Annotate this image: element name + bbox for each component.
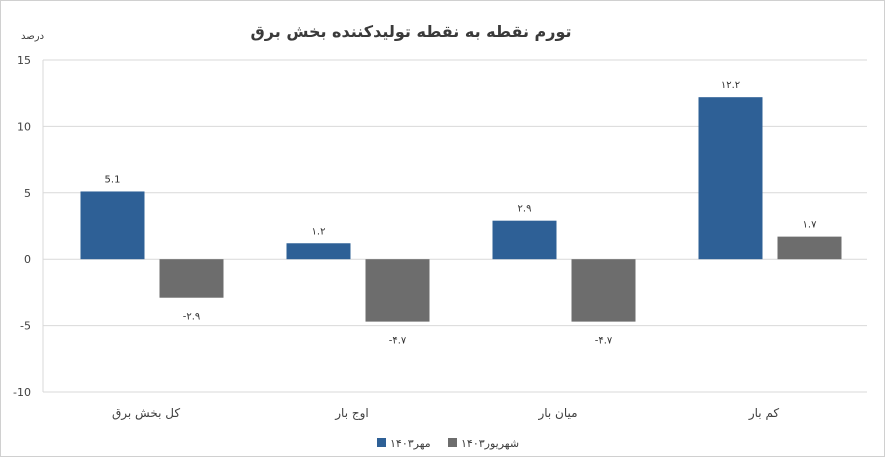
- data-label: ۱۲.۲: [721, 80, 740, 91]
- data-label: 5.1: [105, 174, 121, 185]
- x-category-label: میان بار: [537, 406, 577, 421]
- x-category-label: اوج بار: [334, 406, 368, 421]
- x-category-label: کل بخش برق: [112, 406, 180, 421]
- y-tick-label: -10: [13, 386, 31, 399]
- legend-label-mehr: مهر۱۴۰۳: [390, 437, 431, 450]
- data-label: -۲.۹: [183, 312, 201, 323]
- data-label: ۱.۲: [312, 226, 326, 237]
- data-label: -۴.۷: [595, 336, 613, 347]
- x-category-label: کم بار: [748, 406, 780, 421]
- bar-mehr-3: [698, 97, 763, 260]
- bar-shahrivar-2: [571, 259, 636, 322]
- bars: [80, 97, 842, 322]
- data-labels: 5.1 -۲.۹ ۱.۲ -۴.۷ ۲.۹ -۴.۷ ۱۲.۲ ۱.۷: [105, 80, 818, 346]
- legend-swatch-shahrivar: [448, 438, 457, 447]
- y-axis: 15 10 5 0 -5 -10: [13, 54, 44, 399]
- bar-shahrivar-3: [777, 236, 842, 260]
- y-tick-label: 10: [17, 120, 31, 133]
- legend: مهر۱۴۰۳ شهریور۱۴۰۳: [377, 437, 519, 450]
- data-label: ۲.۹: [518, 204, 532, 215]
- bar-shahrivar-0: [159, 259, 224, 298]
- y-axis-unit-label: درصد: [21, 31, 44, 42]
- data-label: ۱.۷: [803, 220, 818, 231]
- data-label: -۴.۷: [389, 336, 407, 347]
- legend-swatch-mehr: [377, 438, 386, 447]
- bar-mehr-1: [286, 243, 351, 260]
- chart-title: تورم نقطه به نقطه تولیدکننده بخش برق: [250, 22, 571, 41]
- bar-mehr-0: [80, 191, 145, 260]
- y-tick-label: -5: [20, 320, 31, 333]
- legend-label-shahrivar: شهریور۱۴۰۳: [461, 437, 519, 450]
- y-tick-label: 0: [24, 253, 31, 266]
- x-axis-categories: کل بخش برق اوج بار میان بار کم بار: [112, 406, 779, 421]
- y-tick-label: 15: [17, 54, 31, 67]
- bar-shahrivar-1: [365, 259, 430, 322]
- bar-mehr-2: [492, 220, 557, 260]
- y-tick-label: 5: [24, 187, 31, 200]
